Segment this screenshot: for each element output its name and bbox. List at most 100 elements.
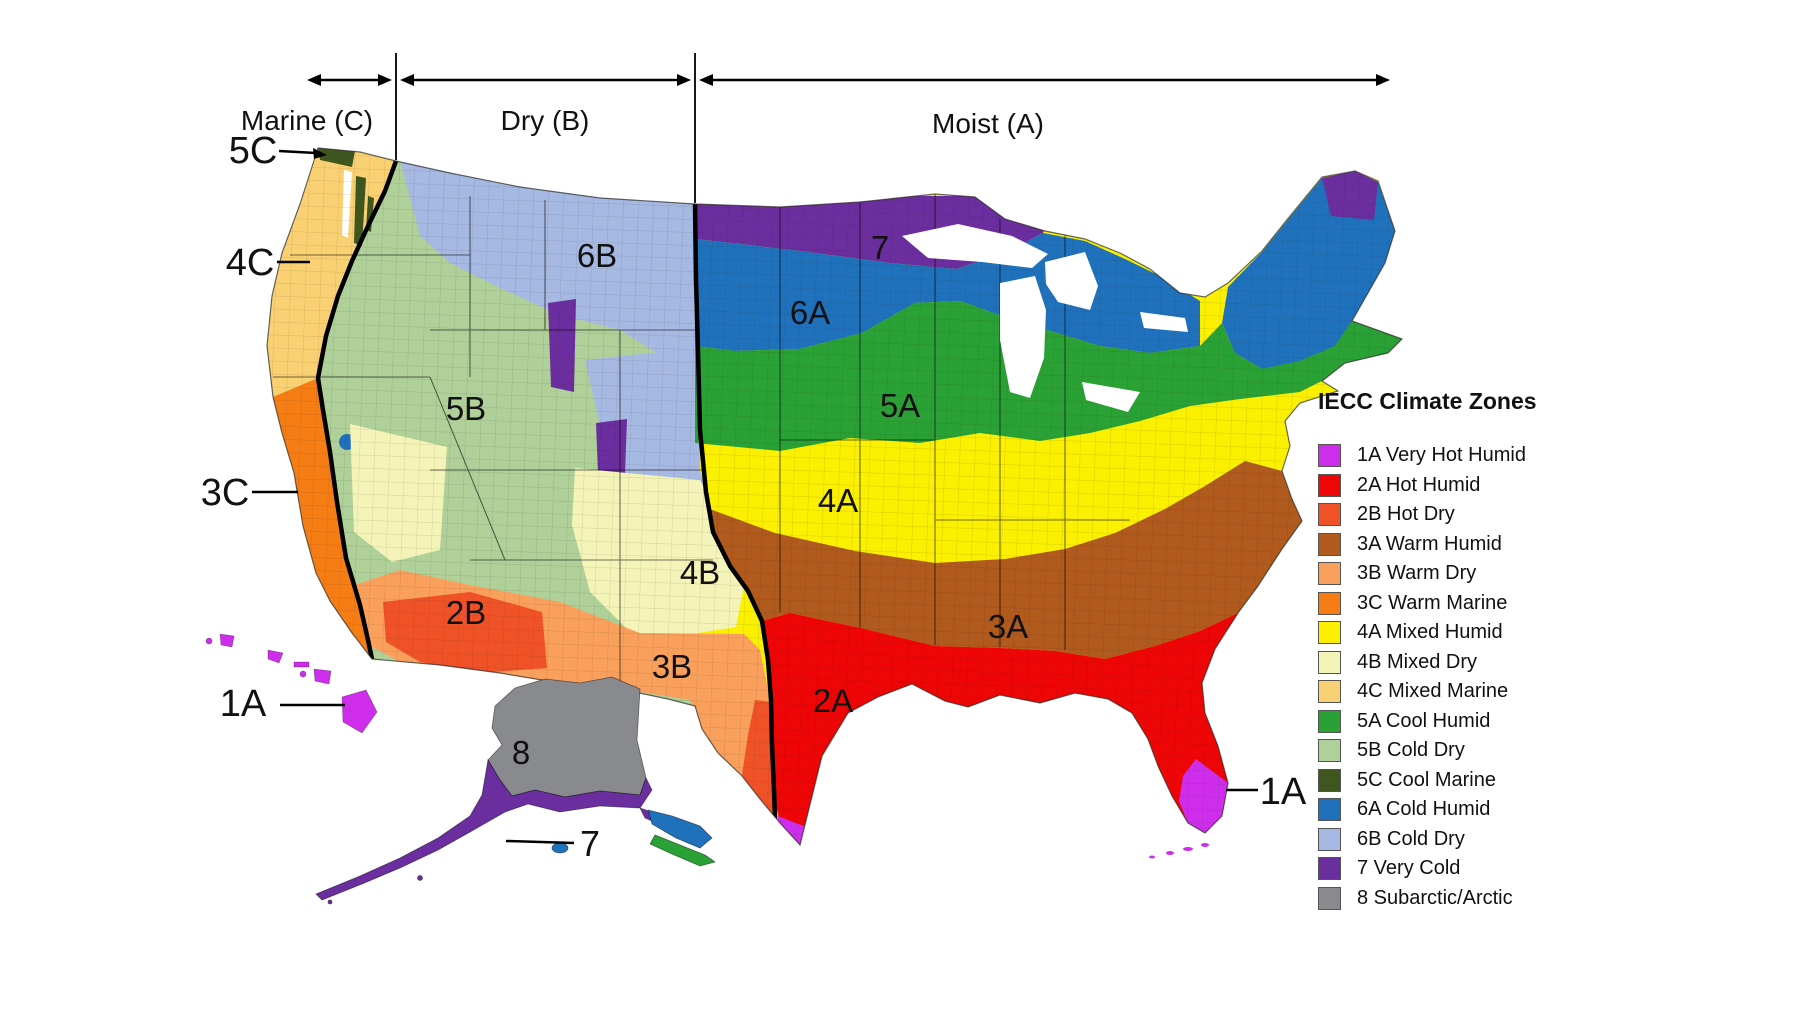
legend-item-2a: 2A Hot Humid bbox=[1318, 471, 1618, 501]
legend-swatch-4a bbox=[1318, 621, 1341, 645]
niihau bbox=[205, 637, 213, 645]
legend-label-2b: 2B Hot Dry bbox=[1357, 503, 1455, 526]
legend-item-3a: 3A Warm Humid bbox=[1318, 530, 1618, 560]
dry-region-label: Dry (B) bbox=[501, 105, 590, 136]
arrowhead-right-end bbox=[1376, 74, 1390, 86]
legend-item-1a: 1A Very Hot Humid bbox=[1318, 441, 1618, 471]
legend-item-5b: 5B Cold Dry bbox=[1318, 736, 1618, 766]
legend-label-4c: 4C Mixed Marine bbox=[1357, 680, 1509, 703]
callout-labels: 5C 4C 3C 1A 7 1A bbox=[201, 130, 1307, 864]
moist-region-label: Moist (A) bbox=[932, 108, 1044, 139]
legend-item-6a: 6A Cold Humid bbox=[1318, 795, 1618, 825]
dry-moist-boundary-line bbox=[692, 203, 779, 845]
aleutian-islet-2 bbox=[327, 899, 333, 905]
legend-swatch-6a bbox=[1318, 798, 1341, 822]
legend-label-1a: 1A Very Hot Humid bbox=[1357, 444, 1526, 467]
legend-label-3c: 3C Warm Marine bbox=[1357, 591, 1508, 614]
arrowhead-left-2 bbox=[400, 74, 414, 86]
legend-swatch-1a bbox=[1318, 444, 1341, 468]
zone-labels: 6B 5B 4B 2B 3B 8 7 6A 5A 4A 3A 2A bbox=[446, 229, 1028, 771]
zone-label-1a-hawaii: 1A bbox=[220, 683, 267, 725]
zone-label-3a: 3A bbox=[988, 608, 1028, 645]
zone-label-3c: 3C bbox=[201, 472, 250, 514]
legend-item-7: 7 Very Cold bbox=[1318, 854, 1618, 884]
legend-swatch-3c bbox=[1318, 591, 1341, 615]
legend-item-4a: 4A Mixed Humid bbox=[1318, 618, 1618, 648]
hawaii-inset bbox=[205, 633, 378, 734]
zone-region-7-alaska bbox=[315, 758, 653, 901]
legend: IECC Climate Zones 1A Very Hot Humid 2A … bbox=[1318, 388, 1618, 913]
legend-label-5c: 5C Cool Marine bbox=[1357, 768, 1496, 791]
zone-label-5c: 5C bbox=[229, 130, 278, 172]
moisture-regime-annotation: Marine (C) Dry (B) Moist (A) bbox=[241, 53, 1390, 203]
lake-ontario bbox=[1140, 312, 1188, 332]
kauai bbox=[219, 633, 235, 648]
arrowhead-right-2 bbox=[677, 74, 691, 86]
legend-item-6b: 6B Cold Dry bbox=[1318, 825, 1618, 855]
legend-swatch-5a bbox=[1318, 709, 1341, 733]
marine-boundary-line bbox=[315, 160, 399, 660]
oahu bbox=[267, 649, 284, 664]
conus-outline bbox=[266, 147, 1404, 847]
zone-label-2b: 2B bbox=[446, 594, 486, 631]
leader-arrow-5c bbox=[313, 148, 327, 159]
zone-label-3b: 3B bbox=[652, 648, 692, 685]
zone-label-5a: 5A bbox=[880, 387, 920, 424]
lake-erie bbox=[1082, 382, 1140, 412]
alaska-panhandle-6a bbox=[647, 809, 713, 849]
legend-item-5c: 5C Cool Marine bbox=[1318, 766, 1618, 796]
marine-region-label: Marine (C) bbox=[241, 105, 373, 136]
zone-label-5b: 5B bbox=[446, 390, 486, 427]
lake-huron bbox=[1045, 252, 1098, 310]
lanai bbox=[299, 670, 307, 678]
florida-keys bbox=[1149, 843, 1209, 859]
zone-label-7: 7 bbox=[871, 229, 889, 266]
kodiak-island bbox=[551, 842, 569, 854]
legend-label-5a: 5A Cool Humid bbox=[1357, 709, 1491, 732]
zone-label-7-alaska: 7 bbox=[580, 823, 600, 864]
arrowhead-left-3 bbox=[699, 74, 713, 86]
arrowhead-left bbox=[307, 74, 321, 86]
legend-label-2a: 2A Hot Humid bbox=[1357, 473, 1481, 496]
legend-title: IECC Climate Zones bbox=[1318, 388, 1537, 414]
legend-swatch-7 bbox=[1318, 857, 1341, 881]
molokai bbox=[293, 661, 310, 668]
legend-item-3c: 3C Warm Marine bbox=[1318, 589, 1618, 619]
great-lakes bbox=[902, 224, 1188, 412]
legend-item-4b: 4B Mixed Dry bbox=[1318, 648, 1618, 678]
alaska-inset bbox=[315, 676, 716, 905]
legend-label-3b: 3B Warm Dry bbox=[1357, 562, 1477, 585]
big-island bbox=[341, 689, 378, 734]
legend-swatch-4c bbox=[1318, 680, 1341, 704]
legend-item-3b: 3B Warm Dry bbox=[1318, 559, 1618, 589]
lake-michigan bbox=[1000, 276, 1046, 398]
legend-swatch-2a bbox=[1318, 473, 1341, 497]
legend-label-6a: 6A Cold Humid bbox=[1357, 798, 1491, 821]
zone-label-2a: 2A bbox=[813, 682, 853, 719]
zone-label-6a: 6A bbox=[790, 294, 830, 331]
zone-label-4b: 4B bbox=[680, 554, 720, 591]
alaska-panhandle-5a bbox=[649, 834, 716, 867]
zone-label-4c: 4C bbox=[226, 242, 275, 284]
legend-item-2b: 2B Hot Dry bbox=[1318, 500, 1618, 530]
conus-zones bbox=[267, 148, 1402, 845]
zone-label-6b: 6B bbox=[577, 237, 617, 274]
legend-swatch-2b bbox=[1318, 503, 1341, 527]
legend-swatch-3a bbox=[1318, 532, 1341, 556]
zone-label-4a: 4A bbox=[818, 482, 858, 519]
legend-label-4a: 4A Mixed Humid bbox=[1357, 621, 1503, 644]
legend-swatch-3b bbox=[1318, 562, 1341, 586]
legend-label-6b: 6B Cold Dry bbox=[1357, 827, 1465, 850]
legend-label-8: 8 Subarctic/Arctic bbox=[1357, 886, 1513, 909]
zone-label-1a-florida: 1A bbox=[1260, 771, 1307, 813]
legend-swatch-5b bbox=[1318, 739, 1341, 763]
legend-swatch-5c bbox=[1318, 768, 1341, 792]
legend-swatch-8 bbox=[1318, 886, 1341, 910]
legend-label-5b: 5B Cold Dry bbox=[1357, 739, 1465, 762]
legend-swatch-6b bbox=[1318, 827, 1341, 851]
legend-item-5a: 5A Cool Humid bbox=[1318, 707, 1618, 737]
aleutian-islet bbox=[417, 875, 423, 881]
legend-label-4b: 4B Mixed Dry bbox=[1357, 650, 1478, 673]
